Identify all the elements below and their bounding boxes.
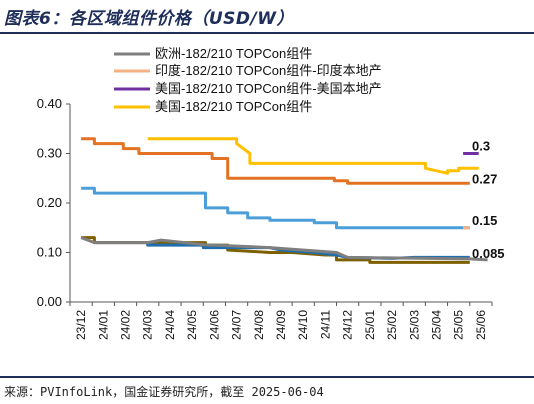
plot-area: 0.00 0.10 0.20 0.30 0.40 23/12 24/01 24/02 24/03… xyxy=(37,96,493,340)
legend-entry: 欧洲-182/210 TOPCon组件 xyxy=(155,46,312,61)
series-line-4 xyxy=(81,137,470,185)
x-tick-label: 24/04 xyxy=(163,310,177,340)
legend-entry: 美国-182/210 TOPCon组件 xyxy=(155,99,312,114)
end-value-label: 0.085 xyxy=(472,246,505,261)
series-line-5 xyxy=(81,186,470,230)
x-tick-label: 25/06 xyxy=(474,310,488,340)
y-tick-label: 0.00 xyxy=(37,294,62,309)
chart-title: 图表6：各区域组件价格（USD/W） xyxy=(4,9,294,29)
end-value-label: 0.3 xyxy=(472,139,490,154)
x-tick-label: 25/04 xyxy=(429,310,443,340)
line-chart: 0.00 0.10 0.20 0.30 0.40 23/12 24/01 24/02 24/03… xyxy=(37,46,505,340)
source-note: 来源：PVInfoLink，国金证券研究所，截至 2025-06-04 xyxy=(4,385,324,399)
end-value-label: 0.27 xyxy=(472,171,497,186)
x-tick-label: 25/05 xyxy=(452,310,466,340)
series-line-3 xyxy=(147,137,479,175)
x-tick-label: 24/07 xyxy=(230,310,244,340)
y-tick-label: 0.10 xyxy=(37,245,62,260)
source-rule xyxy=(0,376,534,378)
title-rule xyxy=(0,32,534,34)
x-tick-label: 24/05 xyxy=(185,310,199,340)
legend-entry: 印度-182/210 TOPCon组件-印度本地产 xyxy=(155,63,382,78)
series-lines xyxy=(80,137,488,264)
x-tick-label: 24/12 xyxy=(341,310,355,340)
series-line-0 xyxy=(80,236,488,262)
x-tick-label: 24/08 xyxy=(252,310,266,340)
x-tick-label: 25/01 xyxy=(363,310,377,340)
x-tick-label: 24/01 xyxy=(96,310,110,340)
x-tick-label: 25/02 xyxy=(385,310,399,340)
x-tick-label: 24/03 xyxy=(141,310,155,340)
x-tick-label: 24/11 xyxy=(318,310,332,339)
end-labels: 0.3 0.27 0.15 0.085 xyxy=(472,139,505,261)
x-tick-label: 24/10 xyxy=(296,310,310,340)
x-tick-label: 24/02 xyxy=(119,310,133,340)
x-tick-label: 24/09 xyxy=(274,310,288,340)
end-value-label: 0.15 xyxy=(472,213,497,228)
y-tick-label: 0.20 xyxy=(37,195,62,210)
x-tick-label: 24/06 xyxy=(207,310,221,340)
y-tick-label: 0.40 xyxy=(37,96,62,111)
legend-entry: 美国-182/210 TOPCon组件-美国本地产 xyxy=(155,81,382,96)
y-tick-label: 0.30 xyxy=(37,146,62,161)
x-tick-label: 25/03 xyxy=(407,310,421,340)
x-tick-label: 23/12 xyxy=(74,310,88,340)
